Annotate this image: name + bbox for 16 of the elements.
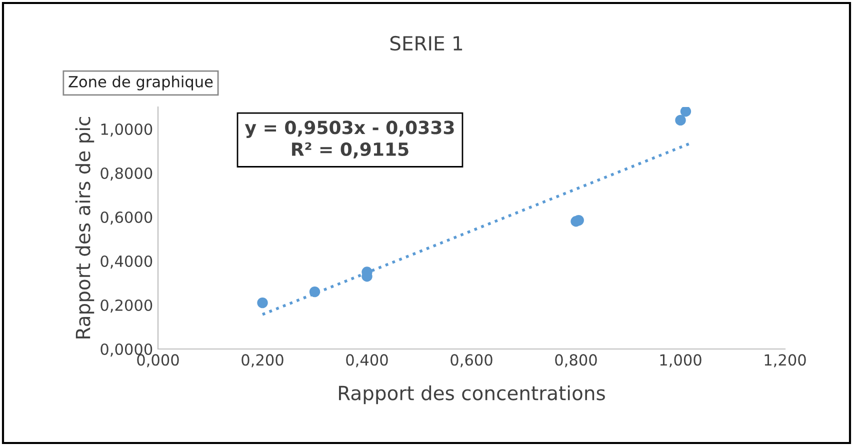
y-tick-label: 0,8000 [100, 167, 152, 181]
x-tick-label: 1,000 [660, 354, 702, 368]
y-axis-title: Rapport des airs de pic [75, 116, 94, 338]
x-tick-label: 1,200 [764, 354, 806, 368]
y-tick-label: 0,4000 [100, 255, 152, 269]
x-tick-label: 0,400 [346, 354, 388, 368]
x-tick-label: 0,200 [242, 354, 284, 368]
x-tick-label: 0,600 [450, 354, 492, 368]
x-tick-label: 0,800 [555, 354, 597, 368]
chart-title: SERIE 1 [390, 36, 462, 51]
annotation: y = 0,9503x - 0,0333 R² = 0,9115 [244, 120, 454, 158]
y-tick-label: 0,2000 [100, 299, 152, 313]
x-axis-title: Rapport des concentrations [339, 385, 605, 404]
y-tick-label: 1,0000 [101, 123, 152, 137]
y-tick-label: 0,6000 [100, 211, 152, 225]
text: Zone de graphique [68, 76, 213, 90]
